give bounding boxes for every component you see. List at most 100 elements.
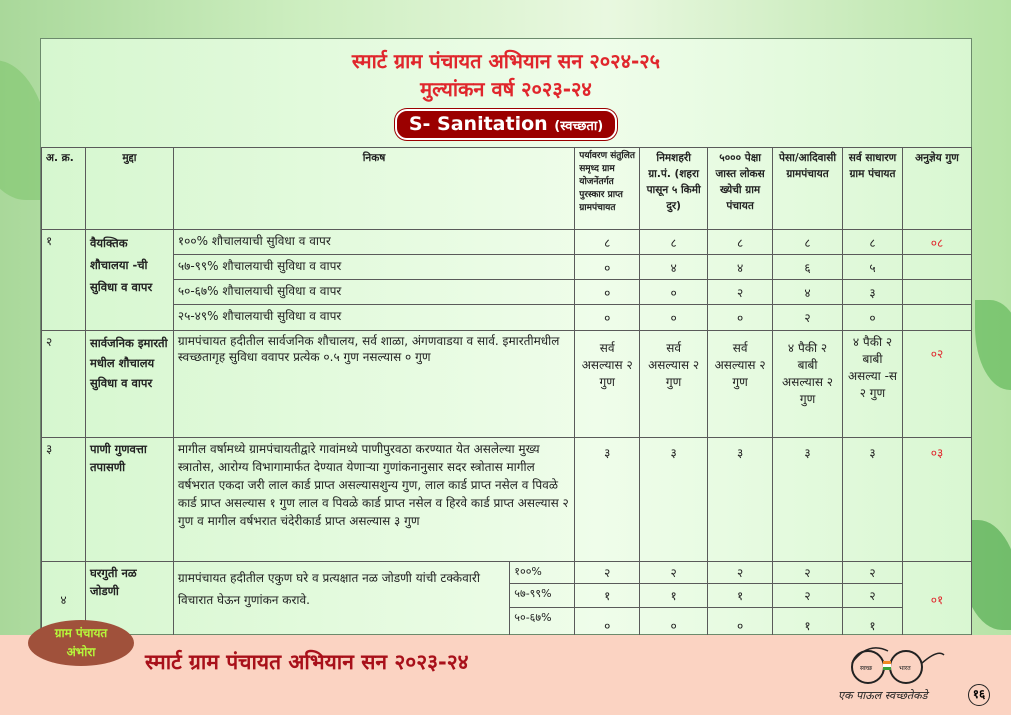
table-row: २५-४९% शौचालयाची सुविधा व वापर ० ० ० २ ० xyxy=(42,304,973,331)
value-cell: २ xyxy=(772,304,844,331)
col-general: सर्व साधारण ग्राम पंचायत xyxy=(842,147,903,230)
table-header: अ. क्र. मुद्दा निकष पर्यावरण संतुलित समृ… xyxy=(41,147,973,230)
value-cell: ३ xyxy=(772,437,844,562)
value-cell: ४ पैकी २ बाबी असल्या -स २ गुण xyxy=(842,330,903,438)
criterion: ग्रामपंचायत हदीतील सार्वजनिक शौचालय, सर्… xyxy=(172,330,576,438)
value-cell: ३ xyxy=(639,437,709,562)
empty-cell xyxy=(901,304,973,331)
value-cell: ० xyxy=(842,304,903,331)
value-cell: ० xyxy=(639,304,709,331)
logo-left-text: स्वच्छ xyxy=(860,665,873,672)
value-cell: ८ xyxy=(707,229,774,255)
range-label: ५०-६७% xyxy=(509,607,576,637)
gp-name-line1: ग्राम पंचायत xyxy=(54,626,108,640)
swachh-bharat-glasses-logo: स्वच्छ भारत xyxy=(851,647,945,684)
value-cell: १ xyxy=(842,607,903,637)
col-pesa-tribal: पेसा/आदिवासी ग्रामपंचायत xyxy=(772,147,844,230)
value-cell: ० xyxy=(707,607,774,637)
value-cell: ० xyxy=(574,304,641,331)
value-cell: १ xyxy=(639,583,709,608)
criterion: ५७-९९% शौचालयाची सुविधा व वापर xyxy=(172,254,576,280)
allowed-score: ०३ xyxy=(901,437,973,562)
content-panel: स्मार्ट ग्राम पंचायत अभियान सन २०२४-२५ म… xyxy=(40,38,973,637)
value-cell: २ xyxy=(842,561,903,584)
allowed-score: ०८ xyxy=(901,229,973,255)
value-cell: सर्व असल्यास २ गुण xyxy=(574,330,641,438)
value-cell: २ xyxy=(707,279,774,305)
value-cell: ४ xyxy=(772,279,844,305)
value-cell: २ xyxy=(772,583,844,608)
criterion: २५-४९% शौचालयाची सुविधा व वापर xyxy=(172,304,576,331)
criterion: ५०-६७% शौचालयाची सुविधा व वापर xyxy=(172,279,576,305)
logo-right-text: भारत xyxy=(899,665,911,672)
value-cell: २ xyxy=(772,561,844,584)
value-cell: ४ xyxy=(639,254,709,280)
col-large-population: ५००० पेक्षा जास्त लोकस ख्येची ग्राम पंचा… xyxy=(707,147,774,230)
page-subtitle: मुल्यांकन वर्ष २०२३-२४ xyxy=(420,77,592,101)
badge-main: S- Sanitation xyxy=(408,113,548,135)
value-cell: ८ xyxy=(842,229,903,255)
value-cell: ० xyxy=(574,279,641,305)
table-row: ५०-६७% शौचालयाची सुविधा व वापर ० ० २ ४ ३ xyxy=(42,279,973,305)
criterion: १००% शौचालयाची सुविधा व वापर xyxy=(172,229,576,255)
value-cell: १ xyxy=(772,607,844,637)
value-cell: ० xyxy=(639,607,709,637)
table-row: २ सार्वजनिक इमारती मधील शौचालय सुविधा व … xyxy=(41,330,973,438)
row-number: २ xyxy=(41,330,86,438)
allowed-score: ०२ xyxy=(901,330,973,438)
col-eco-village: पर्यावरण संतुलित समृध्द ग्राम योजनेंतर्ग… xyxy=(574,147,641,230)
table-row: ५०-६७% ० ० ० १ १ xyxy=(42,607,972,637)
gram-panchayat-badge: ग्राम पंचायत अंभोरा xyxy=(28,620,134,666)
value-cell: ८ xyxy=(772,229,844,255)
value-cell: ३ xyxy=(842,437,903,562)
row-topic: पाणी गुणवत्ता तपासणी xyxy=(84,437,174,562)
criterion: ग्रामपंचायत हदीतील एकुण घरे व प्रत्यक्षा… xyxy=(172,561,511,637)
footer-title: स्मार्ट ग्राम पंचायत अभियान सन २०२३-२४ xyxy=(145,650,469,674)
col-allowed-score: अनुज्ञेय गुण xyxy=(901,147,973,230)
row-number: १ xyxy=(41,229,86,331)
gp-name-line2: अंभोरा xyxy=(66,645,96,659)
table-row: ३ पाणी गुणवत्ता तपासणी मागील वर्षामध्ये … xyxy=(41,437,973,562)
col-no: अ. क्र. xyxy=(41,147,86,230)
value-cell: ८ xyxy=(639,229,709,255)
value-cell: ४ xyxy=(707,254,774,280)
value-cell: १ xyxy=(574,583,641,608)
value-cell: ० xyxy=(707,304,774,331)
col-topic: मुद्दा xyxy=(84,147,174,230)
value-cell: १ xyxy=(707,583,774,608)
page-number: १६ xyxy=(968,684,990,706)
value-cell: ६ xyxy=(772,254,844,280)
range-label: ५७-९९% xyxy=(509,583,576,608)
footer xyxy=(0,635,1011,715)
badge-sub: (स्वच्छता) xyxy=(554,119,604,134)
value-cell: ३ xyxy=(574,437,641,562)
allowed-score: ०१ xyxy=(901,561,973,637)
value-cell: ० xyxy=(574,254,641,280)
value-cell: ८ xyxy=(574,229,641,255)
row-number: ३ xyxy=(41,437,86,562)
value-cell: २ xyxy=(707,561,774,584)
section-badge: S- Sanitation (स्वच्छता) xyxy=(395,109,617,140)
col-semi-urban: निमशहरी ग्रा.पं. (शहरा पासून ५ किमी दुर) xyxy=(639,147,709,230)
value-cell: ४ पैकी २ बाबी असल्यास २ गुण xyxy=(772,330,844,438)
value-cell: २ xyxy=(842,583,903,608)
value-cell: २ xyxy=(574,561,641,584)
value-cell: ३ xyxy=(842,279,903,305)
value-cell: सर्व असल्यास २ गुण xyxy=(707,330,774,438)
table-row: ५७-९९% १ १ १ २ २ xyxy=(42,583,972,608)
empty-cell xyxy=(901,279,973,305)
tagline: एक पाऊल स्वच्छतेकडे xyxy=(838,689,928,702)
table-row: १ वैयक्तिक शौचालया -ची सुविधा व वापर १००… xyxy=(41,229,973,331)
page-title: स्मार्ट ग्राम पंचायत अभियान सन २०२४-२५ xyxy=(351,49,661,73)
criterion: मागील वर्षामध्ये ग्रामपंचायतीद्वारे गावा… xyxy=(172,437,576,562)
value-cell: २ xyxy=(639,561,709,584)
value-cell: ० xyxy=(639,279,709,305)
row-topic: वैयक्तिक शौचालया -ची सुविधा व वापर xyxy=(84,229,174,331)
col-criterion: निकष xyxy=(172,147,576,230)
empty-cell xyxy=(901,254,973,280)
value-cell: ३ xyxy=(707,437,774,562)
criteria-table: अ. क्र. मुद्दा निकष पर्यावरण संतुलित समृ… xyxy=(41,147,973,637)
range-label: १००% xyxy=(509,561,576,584)
row-topic: सार्वजनिक इमारती मधील शौचालय सुविधा व वा… xyxy=(84,330,174,438)
value-cell: सर्व असल्यास २ गुण xyxy=(639,330,709,438)
